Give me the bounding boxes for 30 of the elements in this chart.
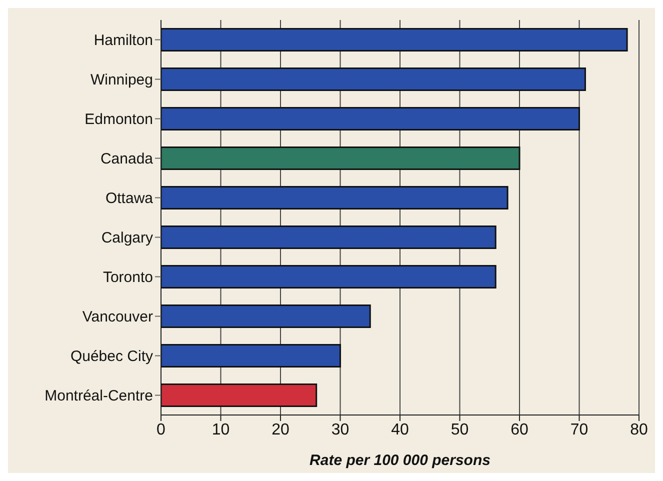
y-tick-label: Hamilton — [94, 32, 153, 50]
y-tick-label: Québec City — [70, 348, 154, 366]
x-tick-label: 40 — [391, 421, 409, 438]
bar — [161, 344, 341, 368]
bar — [161, 383, 318, 407]
x-tick-label: 30 — [331, 421, 350, 438]
y-tick-label: Canada — [100, 150, 154, 168]
x-tick-label: 80 — [630, 421, 648, 438]
y-tick-label: Toronto — [102, 269, 153, 286]
bar — [161, 28, 628, 52]
x-tick-label: 60 — [510, 421, 528, 438]
x-axis-title: Rate per 100 000 persons — [310, 452, 490, 469]
y-tick-label: Ottawa — [105, 190, 154, 208]
y-tick-label: Winnipeg — [90, 72, 153, 89]
x-tick-label: 0 — [156, 421, 166, 438]
bar — [161, 225, 496, 249]
bar — [161, 304, 371, 328]
bar — [161, 264, 496, 288]
bar — [161, 146, 520, 170]
y-tick-label: Calgary — [101, 230, 154, 247]
y-tick-label: Edmonton — [84, 111, 153, 128]
bar — [161, 186, 508, 210]
x-tick-label: 20 — [272, 421, 290, 438]
x-tick-label: 70 — [570, 421, 588, 438]
bar — [161, 67, 586, 91]
y-tick-label: Montréal-Centre — [44, 388, 153, 405]
y-tick-label: Vancouver — [82, 308, 153, 326]
x-tick-label: 50 — [450, 421, 469, 438]
bar — [161, 106, 580, 130]
x-tick-label: 10 — [212, 421, 230, 438]
